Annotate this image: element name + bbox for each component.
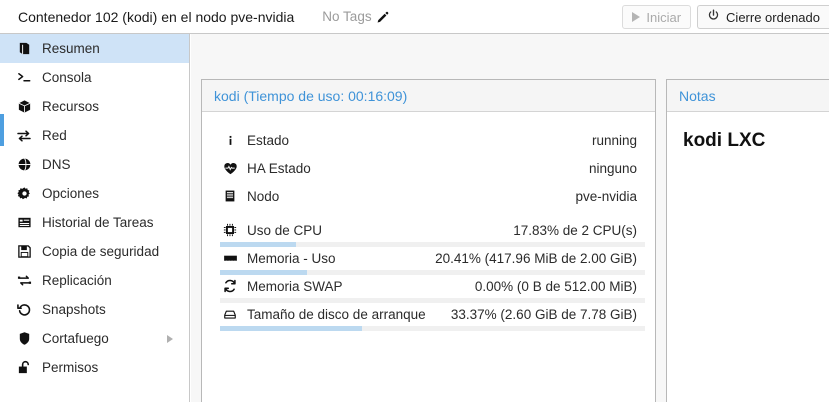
unlock-icon [14, 360, 34, 376]
status-row-value: ninguno [588, 160, 637, 176]
cpu-progress-fill [220, 242, 296, 247]
notes-panel: Notas kodi LXC [666, 79, 829, 402]
disk-progress-fill [220, 326, 362, 331]
status-row-label: Estado [247, 132, 290, 148]
cpu-progress-track [220, 242, 645, 247]
sidebar-item-permisos[interactable]: Permisos [0, 353, 189, 382]
sidebar-item-replicacion[interactable]: Replicación [0, 266, 189, 295]
history-icon [14, 302, 34, 318]
sidebar-item-label: Recursos [42, 99, 100, 114]
sidebar-item-cortafuego[interactable]: Cortafuego [0, 324, 189, 353]
metric-label: Memoria SWAP [247, 278, 343, 294]
start-button-label: Iniciar [646, 9, 682, 25]
sidebar-item-label: Cortafuego [42, 331, 109, 346]
metric-label: Uso de CPU [247, 222, 323, 238]
sidebar-item-opciones[interactable]: Opciones [0, 179, 189, 208]
status-row-value: running [591, 132, 637, 148]
shutdown-button[interactable]: Cierre ordenado [697, 5, 829, 29]
status-panel-title: kodi (Tiempo de uso: 00:16:09) [202, 80, 655, 112]
status-row-value: pve-nvidia [575, 188, 637, 204]
globe-icon [14, 157, 34, 173]
metric-row-swap: Memoria SWAP 0.00% (0 B de 512.00 MiB) [202, 275, 655, 303]
status-row-estado: Estado running [202, 126, 655, 154]
disk-progress-track [220, 326, 645, 331]
sidebar-item-consola[interactable]: Consola [0, 63, 189, 92]
metric-label: Tamaño de disco de arranque [247, 306, 426, 322]
floppy-icon [14, 244, 34, 260]
swap-icon [220, 279, 240, 293]
sidebar-item-historial-de-tareas[interactable]: Historial de Tareas [0, 208, 189, 237]
pencil-icon[interactable] [376, 11, 390, 25]
start-button[interactable]: Iniciar [622, 5, 692, 29]
cube-icon [14, 99, 34, 115]
book-icon [14, 41, 34, 57]
sidebar-item-label: Replicación [42, 273, 112, 288]
status-row-nodo: Nodo pve-nvidia [202, 182, 655, 210]
sidebar-item-label: Historial de Tareas [42, 215, 154, 230]
sidebar-item-label: Permisos [42, 360, 99, 375]
cpu-icon [220, 223, 240, 237]
sidebar-item-copia-de-seguridad[interactable]: Copia de seguridad [0, 237, 189, 266]
metric-value: 0.00% (0 B de 512.00 MiB) [474, 278, 637, 294]
terminal-icon [14, 70, 34, 86]
power-icon [707, 9, 720, 25]
sidebar-item-resumen[interactable]: Resumen [0, 34, 189, 63]
content-area: kodi (Tiempo de uso: 00:16:09) Estado ru… [191, 34, 829, 402]
shutdown-button-label: Cierre ordenado [726, 9, 820, 25]
metric-row-disco: Tamaño de disco de arranque 33.37% (2.60… [202, 303, 655, 331]
tags-area[interactable]: No Tags [322, 9, 389, 24]
sidebar: Resumen Consola Recursos Red DNS [0, 34, 190, 402]
row-spacer [202, 210, 655, 219]
metric-row-cpu: Uso de CPU 17.83% de 2 CPU(s) [202, 219, 655, 247]
sidebar-item-label: Snapshots [42, 302, 106, 317]
memory-progress-fill [220, 270, 307, 275]
notes-content: kodi LXC [683, 130, 766, 151]
status-row-ha-estado: HA Estado ninguno [202, 154, 655, 182]
sidebar-item-label: DNS [42, 157, 71, 172]
memory-progress-track [220, 270, 645, 275]
sidebar-item-label: Opciones [42, 186, 100, 201]
notes-panel-body[interactable]: kodi LXC [667, 112, 829, 170]
status-panel-body: Estado running HA Estado ninguno Nodo pv… [202, 112, 655, 331]
metric-row-memoria: Memoria - Uso 20.41% (417.96 MiB de 2.00… [202, 247, 655, 275]
status-panel: kodi (Tiempo de uso: 00:16:09) Estado ru… [201, 79, 656, 402]
play-icon [632, 12, 641, 22]
metric-value: 20.41% (417.96 MiB de 2.00 GiB) [435, 250, 637, 266]
gear-icon [14, 186, 34, 202]
heart-icon [220, 161, 240, 176]
chevron-right-icon [167, 334, 173, 343]
sidebar-item-label: Consola [42, 70, 92, 85]
notes-panel-title: Notas [667, 80, 829, 112]
replicate-icon [14, 273, 34, 289]
status-row-label: Nodo [247, 188, 280, 204]
sidebar-item-label: Red [42, 128, 67, 143]
sidebar-item-dns[interactable]: DNS [0, 150, 189, 179]
disk-icon [220, 307, 240, 321]
metric-label: Memoria - Uso [247, 250, 336, 266]
sidebar-item-red[interactable]: Red [0, 121, 189, 150]
sidebar-item-label: Resumen [42, 41, 100, 56]
page-title: Contenedor 102 (kodi) en el nodo pve-nvi… [18, 8, 295, 25]
sidebar-scroll-indicator[interactable] [0, 114, 4, 146]
list-icon [14, 215, 34, 231]
status-row-label: HA Estado [247, 160, 311, 176]
page-header: Contenedor 102 (kodi) en el nodo pve-nvi… [0, 0, 829, 34]
metric-value: 33.37% (2.60 GiB de 7.78 GiB) [450, 306, 637, 322]
metric-value: 17.83% de 2 CPU(s) [513, 222, 637, 238]
sidebar-item-label: Copia de seguridad [42, 244, 160, 259]
header-actions: Iniciar Cierre ordenado [622, 5, 829, 29]
sidebar-item-recursos[interactable]: Recursos [0, 92, 189, 121]
server-icon [220, 189, 240, 203]
tags-label: No Tags [322, 9, 372, 24]
shield-icon [14, 331, 34, 347]
memory-icon [220, 251, 240, 266]
info-icon [220, 134, 240, 147]
swap-progress-track [220, 298, 645, 303]
sidebar-item-snapshots[interactable]: Snapshots [0, 295, 189, 324]
network-icon [14, 128, 34, 144]
